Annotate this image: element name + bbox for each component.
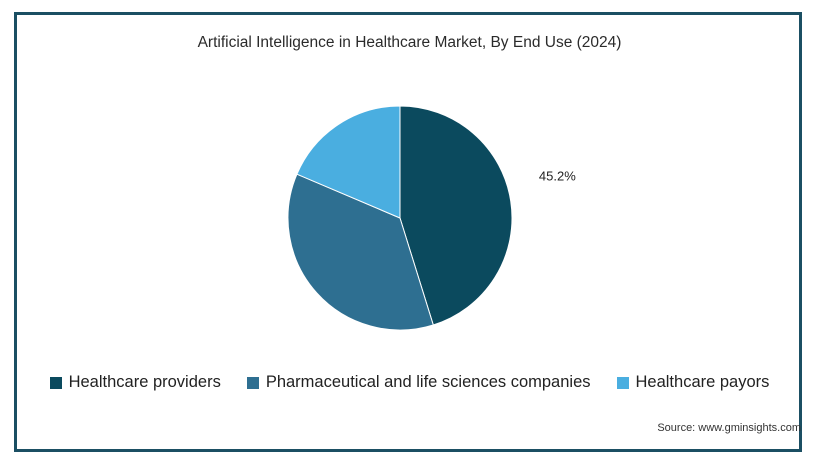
legend-item-healthcare-providers: Healthcare providers [49, 373, 221, 392]
legend-label-healthcare-payors: Healthcare payors [635, 373, 770, 391]
legend: Healthcare providers Pharmaceutical and … [0, 373, 819, 392]
legend-item-pharmaceutical: Pharmaceutical and life sciences compani… [246, 373, 591, 392]
chart-title: Artificial Intelligence in Healthcare Ma… [197, 34, 622, 51]
legend-swatch-healthcare-providers [49, 376, 62, 389]
legend-swatch-pharmaceutical [246, 376, 259, 389]
legend-label-healthcare-providers: Healthcare providers [68, 373, 221, 391]
legend-swatch-healthcare-payors [616, 376, 629, 389]
legend-item-healthcare-payors: Healthcare payors [616, 373, 770, 392]
pie-slice-healthcare-payors [296, 105, 401, 219]
source-note: Source: www.gminsights.com [657, 422, 801, 434]
data-label-healthcare-providers: 45.2% [539, 168, 576, 183]
pie-slice-pharmaceutical-and-life-sciences-companies [287, 173, 434, 331]
legend-label-pharmaceutical: Pharmaceutical and life sciences compani… [265, 373, 591, 391]
pie-slice-healthcare-providers [399, 105, 513, 326]
